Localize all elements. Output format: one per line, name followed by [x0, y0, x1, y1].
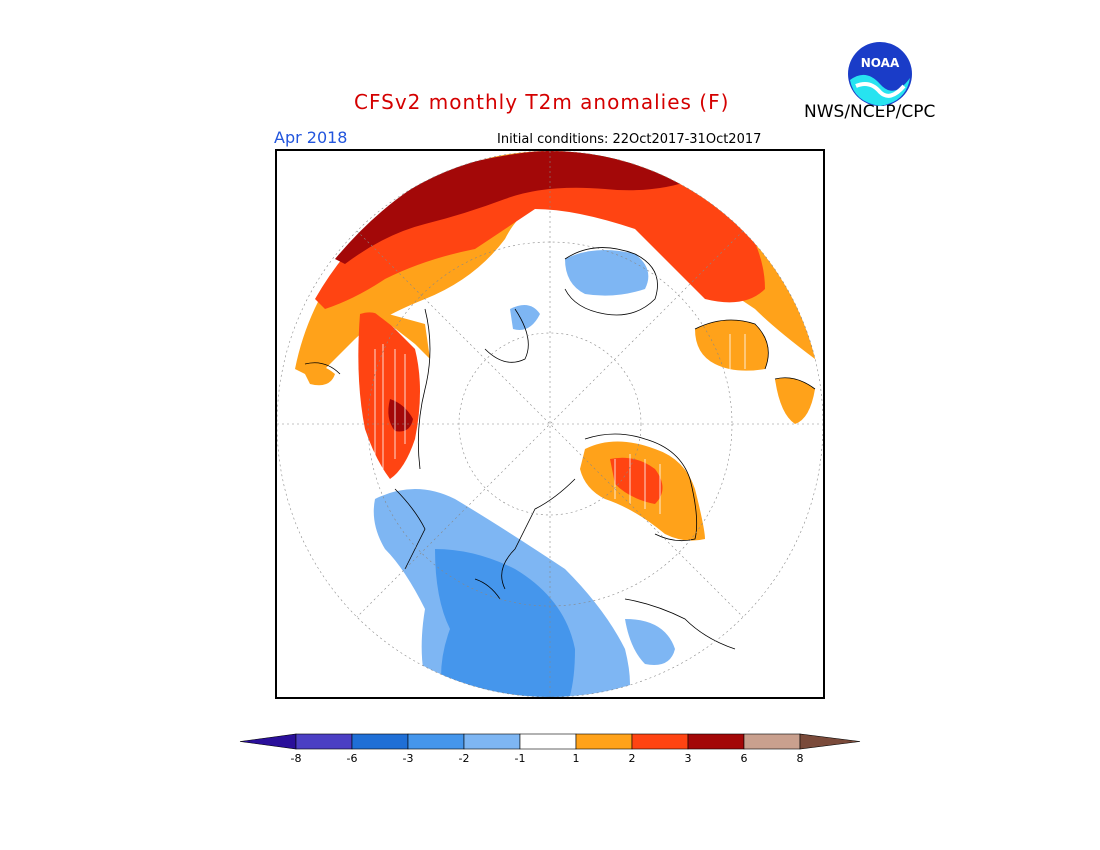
warm-region-europe	[695, 320, 769, 371]
cool-region-north-america-core	[435, 549, 575, 697]
colorbar-tick-label: 2	[629, 752, 636, 765]
colorbar-arrow-right	[799, 733, 861, 750]
colorbar-tick-label: -3	[403, 752, 414, 765]
colorbar-box	[351, 733, 409, 750]
warm-region-darkred	[335, 151, 695, 264]
colorbar-box	[743, 733, 801, 750]
anomaly-fields	[295, 151, 823, 697]
page-title: CFSv2 monthly T2m anomalies (F)	[354, 90, 730, 114]
colorbar-box	[687, 733, 745, 750]
colorbar-box	[295, 733, 353, 750]
valid-month-label: Apr 2018	[274, 128, 348, 147]
warm-region-greenland-edge	[370, 309, 430, 359]
colorbar-box	[407, 733, 465, 750]
colorbar-tick-label: 6	[741, 752, 748, 765]
initial-conditions-label: Initial conditions: 22Oct2017-31Oct2017	[497, 132, 762, 147]
colorbar: -8 -6 -3 -2 -1 1 2 3 6 8	[239, 733, 861, 765]
colorbar-tick-label: 3	[685, 752, 692, 765]
colorbar-tick-label: -1	[515, 752, 526, 765]
colorbar-tick-label: -2	[459, 752, 470, 765]
logo-text: NOAA	[861, 56, 900, 70]
colorbar-tick-label: 8	[797, 752, 804, 765]
colorbar-tick-label: 1	[573, 752, 580, 765]
cool-region-arctic	[565, 250, 649, 296]
colorbar-box	[519, 733, 577, 750]
colorbar-box	[631, 733, 689, 750]
anomaly-map	[275, 149, 825, 699]
noaa-logo-icon: NOAA	[848, 42, 912, 106]
colorbar-tick-label: -6	[347, 752, 358, 765]
agency-label: NWS/NCEP/CPC	[804, 102, 936, 122]
coastlines	[304, 247, 816, 650]
colorbar-box	[575, 733, 633, 750]
colorbar-tick-label: -8	[291, 752, 302, 765]
colorbar-box	[463, 733, 521, 750]
colorbar-arrow-left	[239, 733, 297, 750]
